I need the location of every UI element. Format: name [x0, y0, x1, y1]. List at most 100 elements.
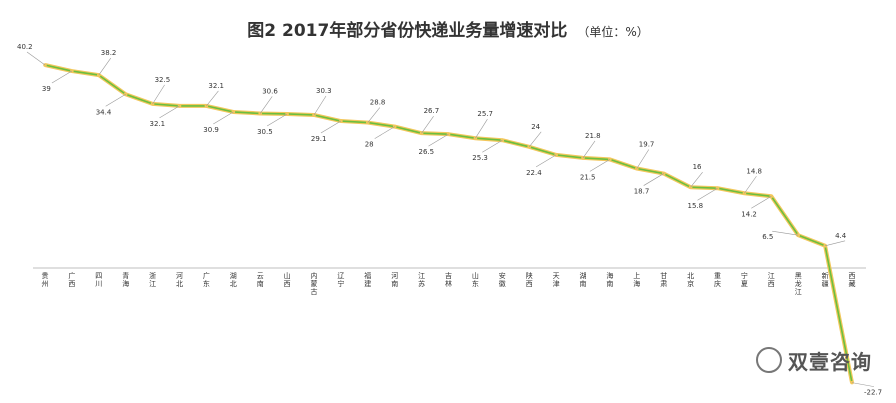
data-label-leader [697, 187, 718, 201]
data-label-leader [320, 120, 342, 134]
x-tick-label: 北京 [687, 272, 694, 288]
x-tick-label: 天津 [553, 272, 560, 288]
x-tick-label: 吉林 [445, 272, 452, 288]
x-tick-label: 甘肃 [660, 271, 667, 288]
x-tick-label: 陕西 [526, 271, 533, 288]
chart-title-text: 图2 2017年部分省份快递业务量增速对比 [247, 21, 568, 41]
data-label: 40.2 [17, 43, 33, 51]
watermark: 双壹咨询 [756, 346, 872, 375]
x-tick-label: 西藏 [849, 272, 856, 288]
data-label-leader [313, 95, 327, 116]
x-tick-label: 广东 [203, 271, 210, 288]
data-label-leader [482, 139, 503, 153]
data-label-leader [636, 149, 650, 169]
data-label: 25.7 [477, 110, 493, 118]
data-label-leader [259, 96, 273, 114]
data-label: 16 [693, 163, 702, 171]
data-label-leader [772, 230, 799, 236]
data-label: 6.5 [762, 233, 773, 241]
series-line [44, 64, 853, 383]
data-label: 28.8 [370, 99, 386, 107]
data-label-leader [206, 90, 219, 107]
data-label: 18.7 [634, 188, 650, 196]
data-label-leader [159, 105, 180, 119]
data-label-leader [475, 119, 488, 139]
data-point [392, 124, 397, 129]
data-label-leader [428, 133, 449, 147]
data-label-leader [367, 107, 381, 123]
x-tick-label: 黑龙江 [795, 272, 802, 296]
data-label-leader [152, 84, 165, 105]
data-label: 30.9 [203, 126, 219, 134]
data-point [339, 119, 343, 123]
x-tick-label: 青海 [122, 271, 129, 288]
data-label: 19.7 [639, 141, 655, 149]
data-label: 32.1 [150, 120, 166, 128]
x-tick-label: 河北 [176, 272, 183, 288]
x-tick-label: 湖南 [580, 271, 587, 288]
data-label: 30.6 [262, 87, 278, 95]
data-label: 28 [365, 141, 374, 149]
data-label: 29.1 [311, 135, 327, 143]
data-label: 21.5 [580, 173, 596, 181]
data-label: 14.2 [741, 210, 757, 218]
data-label-leader [51, 70, 73, 84]
x-tick-label: 辽宁 [337, 272, 344, 288]
data-label: 39 [42, 85, 51, 93]
data-label-leader [26, 51, 46, 66]
x-tick-label: 贵州 [42, 271, 49, 288]
x-tick-label: 上海 [633, 271, 640, 288]
data-label-leader [421, 115, 434, 134]
x-tick-label: 海南 [606, 271, 613, 288]
data-label: 32.5 [155, 76, 171, 84]
data-point [177, 104, 182, 108]
data-label: 30.3 [316, 87, 332, 95]
data-label-leader [266, 113, 288, 127]
x-tick-label: 山东 [472, 271, 479, 288]
data-label: 38.2 [101, 49, 117, 57]
data-label: -22.7 [864, 389, 882, 397]
x-tick-label: 浙江 [149, 271, 156, 288]
data-label: 34.4 [96, 108, 112, 116]
data-label: 22.4 [526, 169, 542, 177]
x-tick-label: 安徽 [499, 271, 506, 288]
data-label-leader [582, 140, 596, 159]
x-tick-label: 福建 [364, 271, 371, 288]
wechat-icon [756, 347, 782, 373]
x-tick-label: 重庆 [714, 272, 721, 288]
data-label: 15.8 [688, 202, 704, 210]
data-label: 26.5 [419, 148, 435, 156]
x-tick-label: 云南 [257, 272, 264, 288]
data-label: 24 [531, 123, 540, 131]
x-tick-label: 河南 [391, 272, 398, 288]
x-tick-label: 新疆 [822, 271, 829, 288]
data-label-leader [528, 131, 542, 147]
data-label-leader [374, 126, 395, 139]
data-label-leader [98, 57, 112, 76]
x-tick-label: 内蒙古 [311, 271, 318, 296]
x-tick-label: 山西 [284, 271, 291, 288]
data-label-leader [105, 94, 126, 107]
data-label: 25.3 [472, 154, 488, 162]
series-line-outer [44, 63, 854, 384]
x-tick-label: 湖北 [230, 271, 237, 288]
data-label: 21.8 [585, 132, 601, 140]
chart-title: 图2 2017年部分省份快递业务量增速对比 （单位：%） [0, 16, 896, 41]
data-label-leader [690, 172, 703, 188]
watermark-text: 双壹咨询 [788, 350, 872, 374]
data-label-leader [535, 154, 557, 168]
data-label: 14.8 [746, 167, 762, 175]
data-label-leader [213, 111, 234, 125]
data-label: 32.1 [208, 82, 224, 90]
data-label: 4.4 [835, 232, 847, 240]
x-tick-label: 广西 [68, 271, 75, 288]
data-label-leader [851, 382, 875, 387]
data-label-leader [825, 240, 846, 247]
data-label-leader [751, 196, 772, 209]
chart-unit-note: （单位：%） [577, 25, 649, 39]
data-label-leader [643, 173, 664, 186]
x-tick-label: 江西 [768, 272, 775, 288]
data-label: 30.5 [257, 128, 273, 136]
x-tick-label: 江苏 [418, 272, 425, 288]
